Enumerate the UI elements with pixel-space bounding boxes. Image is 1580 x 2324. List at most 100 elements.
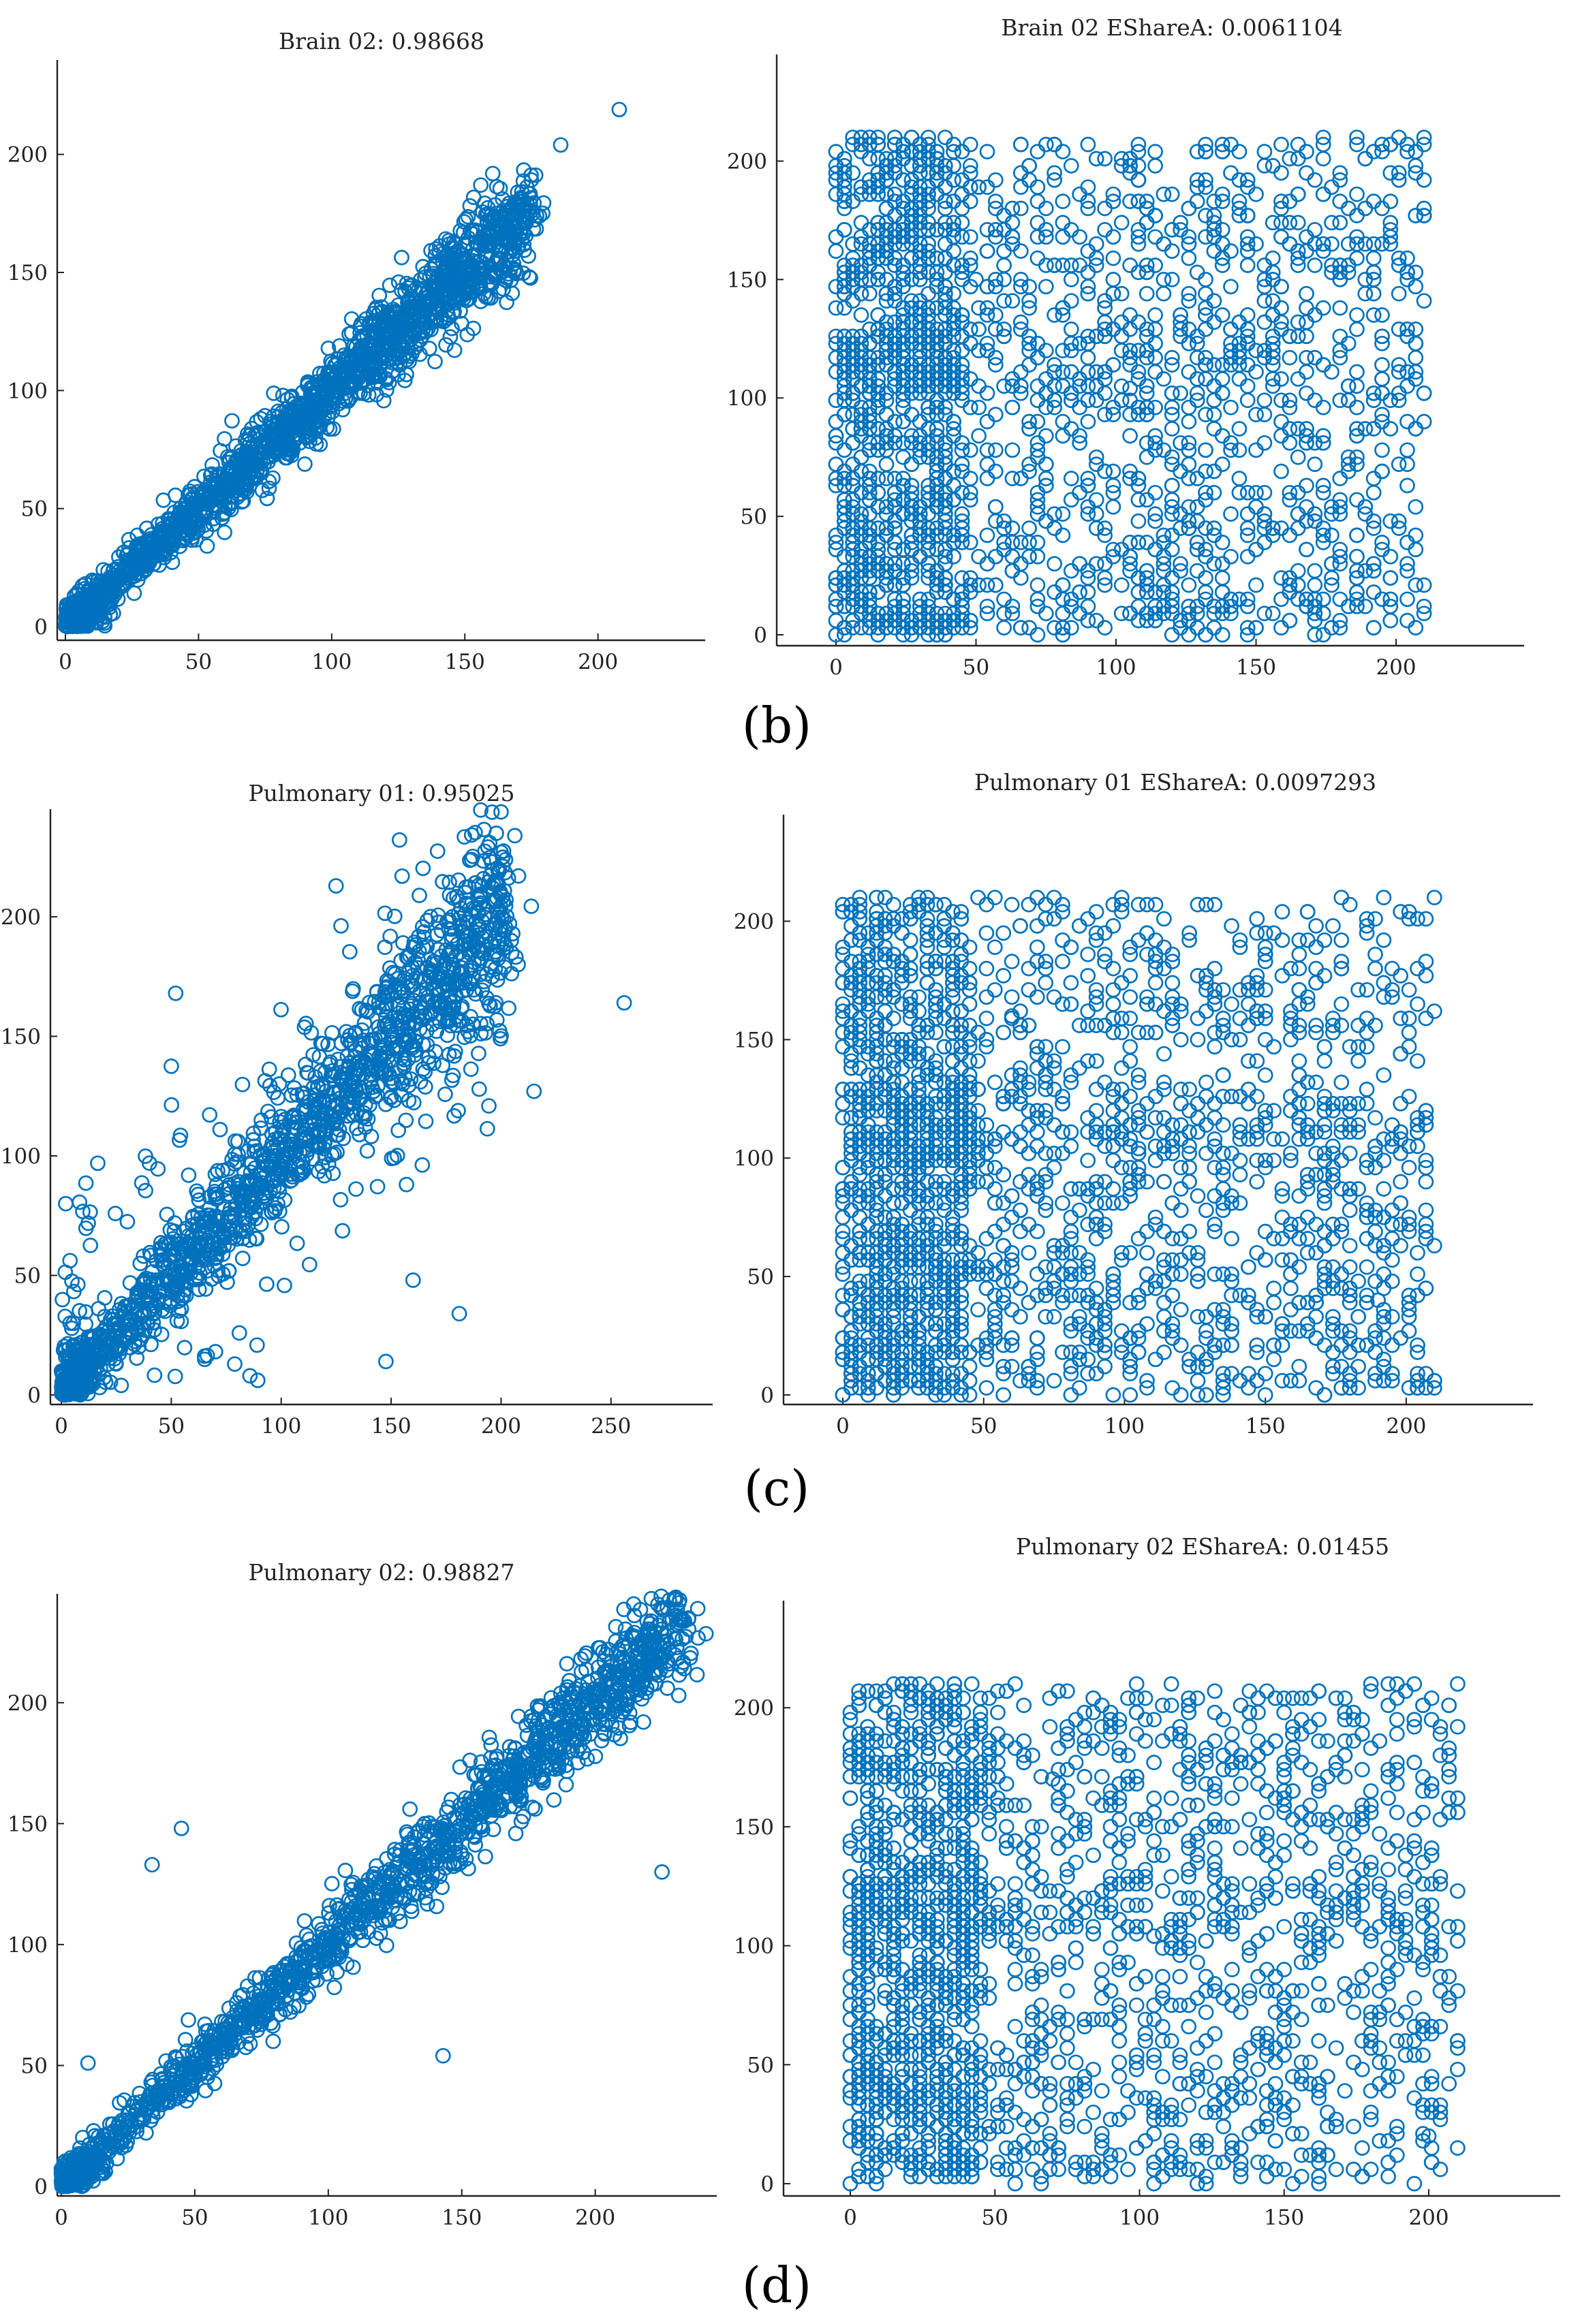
data-point [989,578,1002,592]
figure: (b) (c) (d) Brain 02: 0.986680 50 100 150 20… [0,0,1580,2324]
data-point [1124,259,1137,272]
data-point [997,259,1011,272]
data-point [298,457,311,471]
data-point [1064,493,1078,507]
x-tick-label: 150 [445,650,485,674]
data-point [91,1157,105,1170]
data-point [1300,543,1314,556]
data-point [963,138,977,151]
scatter-points [829,131,1431,642]
data-point [1316,358,1330,372]
data-point [1064,365,1078,379]
data-point [1115,607,1128,621]
data-point [1367,486,1380,499]
x-tick-label: 0 [55,1414,68,1439]
data-point [1124,429,1137,443]
data-point [1215,429,1229,443]
data-point [880,472,893,486]
data-point [1233,486,1246,499]
data-point [1140,493,1153,507]
data-point [1098,386,1112,400]
data-point [1056,195,1070,208]
data-point [1350,209,1364,223]
data-point [888,578,901,592]
data-point [955,330,969,343]
data-point [1266,251,1280,265]
data-point [1023,535,1036,549]
data-point [1039,429,1053,443]
data-point [1266,309,1280,322]
data-point [1182,401,1196,414]
data-point [1182,578,1196,592]
data-point [1409,351,1423,364]
data-point [972,322,986,336]
data-point [1023,159,1036,172]
data-point [947,195,961,208]
data-point [1392,131,1406,144]
data-point [1039,372,1053,386]
data-point [963,230,977,244]
data-point [1149,230,1162,244]
y-tick-label: 150 [1,1024,41,1049]
data-point [1308,259,1322,272]
data-point [1401,415,1414,428]
data-point [963,180,977,194]
data-point [1190,372,1204,386]
data-point [980,245,994,258]
data-point [989,500,1002,514]
data-point [1392,458,1406,471]
data-point [1199,287,1213,300]
data-point [1258,436,1271,450]
chart-brain02-esharea: Brain 02 EShareA: 0.00611040 50 100 150 2000… [727,14,1524,680]
data-point [1031,195,1044,208]
chart-title: Brain 02 EShareA: 0.0061104 [1001,14,1342,41]
data-point [267,386,281,400]
data-point [854,621,868,635]
data-point [837,223,851,236]
data-point [1056,607,1070,621]
data-point [1182,458,1196,471]
data-point [1275,465,1288,478]
data-point [1376,443,1389,457]
data-point [1359,202,1372,215]
data-point [829,280,843,294]
data-point [157,493,170,507]
data-point [480,1122,494,1135]
data-point [1149,336,1162,350]
data-point [1250,543,1263,556]
data-point [854,379,868,393]
data-point [1014,365,1027,379]
data-point [1174,386,1188,400]
data-point [1073,585,1087,599]
data-point [1006,443,1019,457]
data-point [1106,230,1120,244]
data-point [1215,223,1229,236]
data-point [1056,529,1070,542]
x-tick-label: 200 [1376,655,1416,680]
data-point [1308,628,1322,642]
data-point [1316,301,1330,315]
data-point [350,1182,363,1196]
data-point [1283,152,1297,166]
data-point [947,493,961,507]
data-point [335,919,348,932]
data-point [290,1236,304,1250]
data-point [1342,379,1355,393]
x-tick-label: 0 [59,650,72,674]
data-point [1291,450,1305,464]
data-point [388,909,401,923]
y-tick-label: 150 [727,268,767,292]
data-point [1064,322,1078,336]
data-point [1409,336,1423,350]
data-point [1350,401,1364,414]
data-point [1056,429,1070,443]
data-point [871,309,885,322]
data-point [972,301,986,315]
data-point [275,1220,289,1234]
data-point [1106,500,1120,514]
data-point [1376,465,1389,478]
data-point [613,103,626,116]
data-point [1081,415,1095,428]
data-point [1350,365,1364,379]
data-point [1132,599,1145,613]
